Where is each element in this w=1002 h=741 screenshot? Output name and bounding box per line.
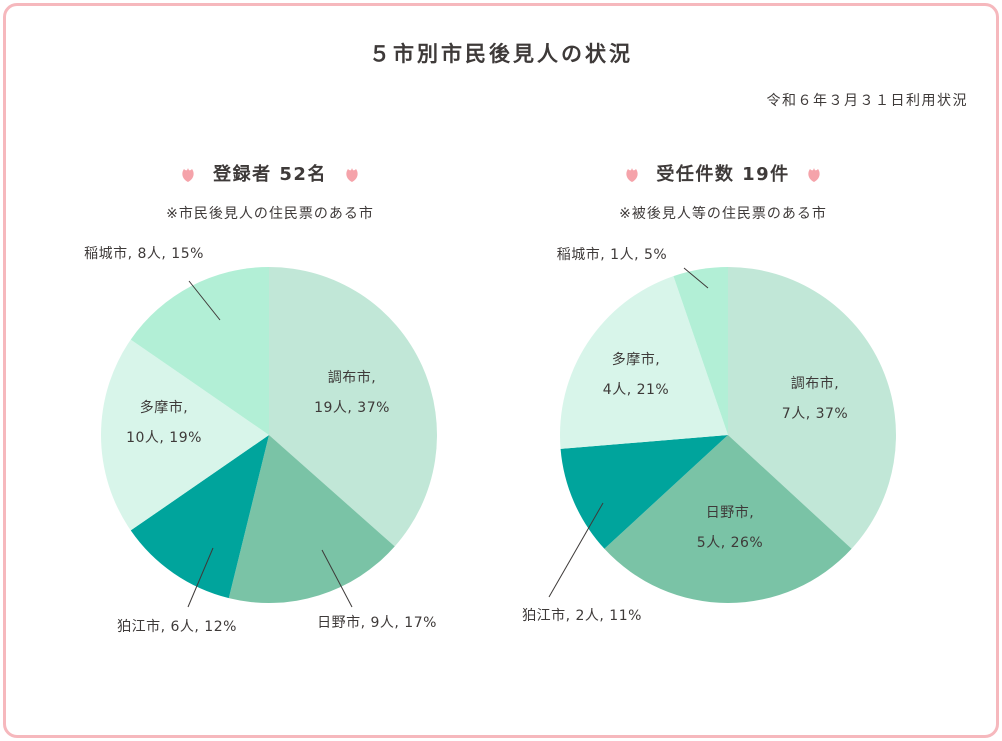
page-title: ５市別市民後見人の状況 xyxy=(369,42,633,66)
slice-label: 多摩市, xyxy=(140,399,188,416)
chart-title: 登録者 52名 xyxy=(213,164,327,185)
slice-label: 5人, 26% xyxy=(697,535,763,551)
cherry-petal-icon xyxy=(625,168,638,182)
leader-line xyxy=(683,267,709,289)
slice-label: 稲城市, 1人, 5% xyxy=(557,246,667,263)
card-frame xyxy=(3,3,999,738)
pie-slice xyxy=(559,276,728,449)
pie-slice xyxy=(269,267,437,547)
cherry-petal-icon xyxy=(346,168,358,182)
pie-slice xyxy=(101,339,269,531)
slice-label: 狛江市, 2人, 11% xyxy=(522,607,642,624)
chart-title: 受任件数 19件 xyxy=(656,164,790,185)
slice-label: 日野市, 9人, 17% xyxy=(317,614,437,631)
pie-slice xyxy=(673,267,728,435)
pie-slice xyxy=(228,435,395,604)
pie-slice xyxy=(560,435,728,549)
pie-slice xyxy=(130,435,269,599)
pie-slice xyxy=(604,435,852,603)
pie-chart-0: 調布市, 19人, 37% 日野市, 9人, 17% 狛江市, 6人, 12% 多摩市,… xyxy=(84,245,437,635)
slice-label: 稲城市, 8人, 15% xyxy=(84,245,204,262)
leader-line xyxy=(548,502,604,598)
leader-line xyxy=(188,280,221,321)
slice-label: 10人, 19% xyxy=(126,430,202,446)
pie-slice xyxy=(130,267,269,435)
slice-label: 調布市, xyxy=(791,375,839,392)
pie-chart-1: 調布市, 7人, 37% 日野市, 5人, 26% 狛江市, 2人, 11% 多摩市, 4人… xyxy=(522,246,896,624)
cherry-petal-icon xyxy=(182,168,194,182)
chart-heading-cases: 受任件数 19件 xyxy=(513,160,933,186)
pie-slice xyxy=(728,267,896,549)
leader-line xyxy=(187,547,214,608)
chart-subtitle: ※被後見人等の住民票のある市 xyxy=(619,206,827,222)
slice-label: 多摩市, xyxy=(612,351,660,368)
slice-label: 日野市, xyxy=(706,504,754,521)
leader-line xyxy=(321,549,353,608)
slice-label: 7人, 37% xyxy=(782,406,848,422)
slice-label: 19人, 37% xyxy=(314,400,390,416)
slice-label: 調布市, xyxy=(328,369,376,386)
slice-label: 狛江市, 6人, 12% xyxy=(117,618,237,635)
date-note: 令和６年３月３１日利用状況 xyxy=(766,93,968,109)
slice-label: 4人, 21% xyxy=(603,382,669,398)
chart-subtitle: ※市民後見人の住民票のある市 xyxy=(166,206,374,222)
chart-heading-registered: 登録者 52名 xyxy=(60,160,480,186)
cherry-petal-icon xyxy=(808,168,821,182)
